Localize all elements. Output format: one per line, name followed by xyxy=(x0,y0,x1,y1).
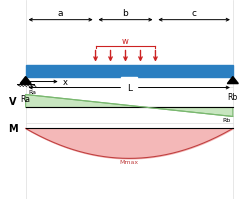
Text: w: w xyxy=(122,36,128,45)
Polygon shape xyxy=(20,77,31,84)
Text: c: c xyxy=(191,9,196,18)
Polygon shape xyxy=(226,77,237,84)
Polygon shape xyxy=(26,95,232,117)
Text: V: V xyxy=(10,97,17,106)
Text: L: L xyxy=(126,84,131,93)
Text: a: a xyxy=(58,9,63,18)
Text: Rb: Rb xyxy=(221,118,230,123)
Bar xyxy=(26,65,232,77)
Text: b: b xyxy=(122,9,128,18)
Text: Ra: Ra xyxy=(20,94,30,103)
Text: M: M xyxy=(8,124,18,134)
Text: Ra: Ra xyxy=(28,89,36,94)
Text: x: x xyxy=(63,78,68,87)
Text: Mmax: Mmax xyxy=(119,160,138,165)
Text: Rb: Rb xyxy=(227,92,237,101)
